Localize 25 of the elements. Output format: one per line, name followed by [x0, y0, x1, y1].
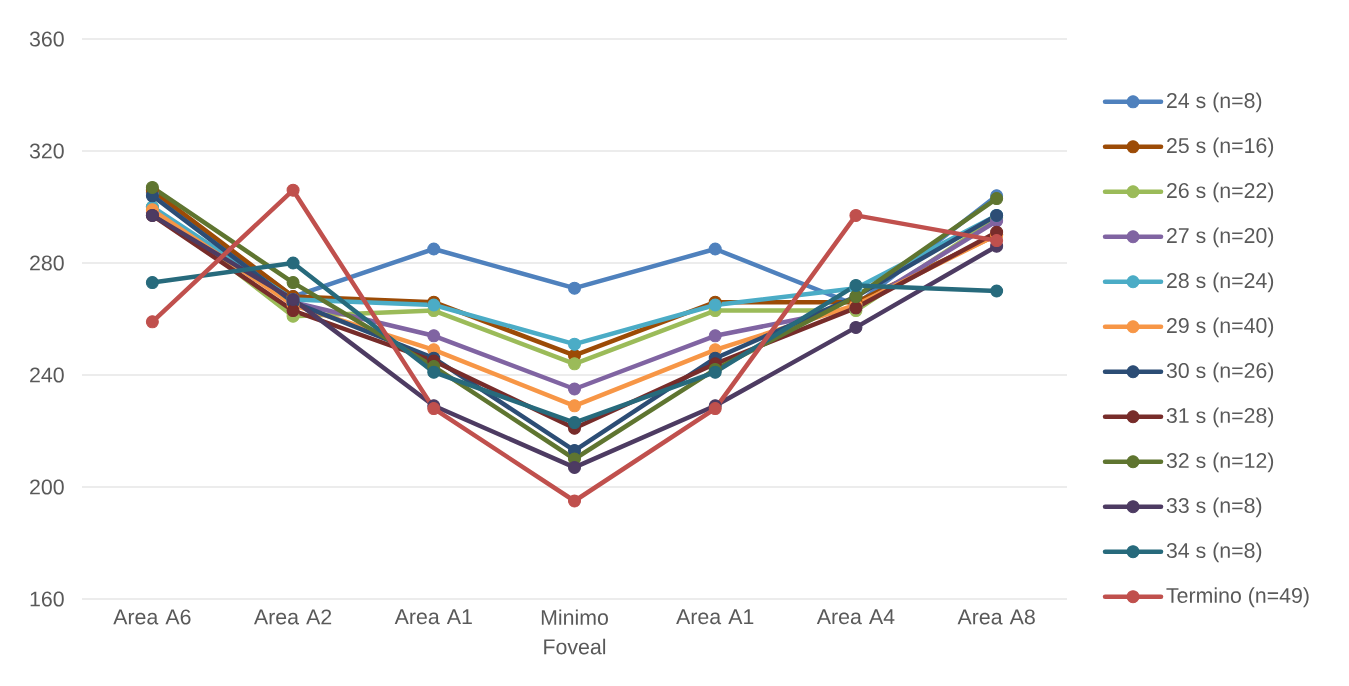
- legend-label: Termino (n=49): [1166, 587, 1309, 608]
- y-tick-label: 160: [30, 591, 64, 607]
- x-tick-label: Minimo Foveal: [541, 609, 608, 655]
- y-tick-label: 240: [30, 367, 64, 383]
- legend-label: 26 s (n=22): [1167, 182, 1274, 203]
- legend-label: 30 s (n=26): [1166, 362, 1274, 383]
- x-tick-label: Area A1: [676, 609, 754, 625]
- legend-label: 27 s (n=20): [1167, 227, 1274, 248]
- y-tick-label: 360: [29, 31, 64, 47]
- legend-label: 33 s (n=8): [1166, 497, 1262, 518]
- x-tick-label: Area A1: [394, 609, 472, 625]
- legend-label: 32 s (n=12): [1166, 452, 1274, 473]
- legend-label: 24 s (n=8): [1167, 92, 1262, 113]
- legend-label: 34 s (n=8): [1166, 542, 1262, 563]
- legend-label: 31 s (n=28): [1166, 407, 1274, 428]
- y-tick-label: 320: [29, 143, 64, 159]
- x-tick-label: Area A4: [816, 609, 895, 625]
- x-tick-label: Area A2: [253, 609, 332, 625]
- legend-label: 28 s (n=24): [1167, 272, 1274, 293]
- legend-label: 29 s (n=40): [1167, 317, 1274, 338]
- y-tick-label: 280: [30, 255, 64, 271]
- legend-label: 25 s (n=16): [1167, 137, 1274, 158]
- x-tick-label: Area A6: [113, 609, 191, 625]
- x-tick-label: Area A8: [957, 609, 1035, 625]
- y-tick-label: 200: [30, 479, 64, 495]
